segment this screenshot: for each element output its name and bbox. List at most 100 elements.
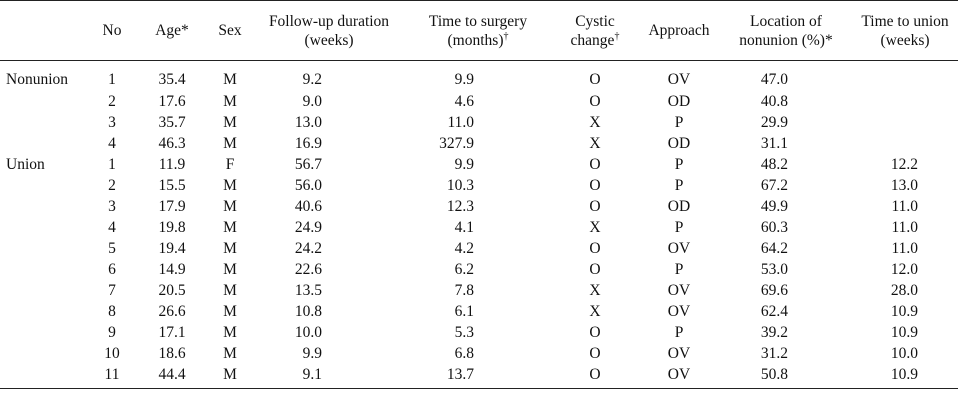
cell-group: Nonunion: [6, 70, 68, 88]
cell-group: [0, 259, 86, 280]
cell-cystic-change: O: [589, 261, 601, 278]
table-row: 4 19.8 M 24.9 4.1 X P 60.3 11.0: [0, 217, 958, 238]
cell-location: 53.0: [760, 261, 788, 278]
cell-followup: 16.9: [294, 135, 322, 152]
cell-no: 4: [108, 219, 116, 236]
cell-time-to-surgery: 7.8: [454, 282, 474, 299]
cell-followup: 56.7: [294, 156, 322, 173]
cell-cystic-change: X: [589, 135, 601, 152]
cell-approach: OD: [667, 198, 691, 215]
cell-time-to-union: 28.0: [890, 282, 918, 299]
cell-sex: M: [223, 198, 237, 215]
cell-no: 2: [108, 177, 116, 194]
cell-age: 44.4: [138, 364, 206, 389]
cell-time-to-union: [852, 61, 958, 92]
cell-cystic-change: O: [589, 345, 601, 362]
cell-followup: 22.6: [294, 261, 322, 278]
cell-approach: OD: [667, 93, 691, 110]
cell-approach: OV: [667, 303, 691, 320]
table-body: Nonunion 1 35.4 M 9.2 9.9 O OV 47.0 2 17.6 M 9.0 4.6 O…: [0, 61, 958, 389]
cell-sex: M: [223, 219, 237, 236]
cell-group: [0, 280, 86, 301]
cell-age: 35.7: [158, 114, 186, 131]
cell-no: 4: [108, 135, 116, 152]
patient-table: No Age* Sex Follow-up duration (weeks) T…: [0, 0, 958, 389]
header-sex: Sex: [206, 0, 254, 61]
table-row: 3 17.9 M 40.6 12.3 O OD 49.9 11.0: [0, 196, 958, 217]
cell-group: [0, 91, 86, 112]
cell-age: 11.9: [158, 156, 186, 173]
table-row: 10 18.6 M 9.9 6.8 O OV 31.2 10.0: [0, 343, 958, 364]
cell-cystic-change: O: [589, 324, 601, 341]
cell-location: 60.3: [760, 219, 788, 236]
cell-no: 6: [108, 261, 116, 278]
header-time-to-union-label: Time to union (weeks): [861, 12, 949, 49]
cell-cystic-change: O: [589, 156, 601, 173]
cell-followup: 24.9: [294, 219, 322, 236]
header-time-to-surgery-label: Time to surgery (months): [428, 12, 528, 49]
table-row: 9 17.1 M 10.0 5.3 O P 39.2 10.9: [0, 322, 958, 343]
cell-age: 19.8: [158, 219, 186, 236]
table-row: 3 35.7 M 13.0 11.0 X P 29.9: [0, 112, 958, 133]
cell-sex: M: [223, 177, 237, 194]
cell-location: 29.9: [760, 114, 788, 131]
header-location: Location of nonunion (%)*: [720, 0, 852, 61]
cell-group: Union: [6, 156, 45, 173]
table-row: 11 44.4 M 9.1 13.7 O OV 50.8 10.9: [0, 364, 958, 389]
cell-sex: M: [223, 261, 237, 278]
cell-approach: OV: [667, 70, 691, 88]
header-cystic-change: Cystic change†: [552, 0, 638, 61]
cell-group: [0, 301, 86, 322]
cell-age: 15.5: [158, 177, 186, 194]
header-no: No: [86, 0, 138, 61]
cell-location: 50.8: [720, 364, 852, 389]
cell-followup: 10.8: [294, 303, 322, 320]
cell-approach: P: [674, 219, 684, 236]
cell-time-to-union: 11.0: [891, 219, 918, 236]
cell-time-to-surgery: 12.3: [446, 198, 474, 215]
cell-sex: M: [223, 282, 237, 299]
table-row: 2 15.5 M 56.0 10.3 O P 67.2 13.0: [0, 175, 958, 196]
header-time-to-union: Time to union (weeks): [852, 0, 958, 61]
cell-sex: M: [223, 114, 237, 131]
cell-sex: M: [223, 303, 237, 320]
cell-no: 3: [108, 114, 116, 131]
cell-time-to-union: [852, 91, 958, 112]
cell-location: 69.6: [760, 282, 788, 299]
cell-no: 5: [108, 240, 116, 257]
cell-age: 17.6: [158, 93, 186, 110]
cell-no: 11: [86, 364, 138, 389]
cell-followup: 24.2: [294, 240, 322, 257]
table-row: 6 14.9 M 22.6 6.2 O P 53.0 12.0: [0, 259, 958, 280]
cell-no: 10: [104, 345, 120, 362]
cell-followup: 9.1: [254, 364, 404, 389]
cell-approach: P: [674, 324, 684, 341]
cell-sex: M: [223, 345, 237, 362]
cell-time-to-union: [852, 112, 958, 133]
header-approach: Approach: [638, 0, 720, 61]
cell-followup: 56.0: [294, 177, 322, 194]
cell-group: [0, 196, 86, 217]
cell-age: 46.3: [158, 135, 186, 152]
cell-followup: 9.0: [302, 93, 322, 110]
table-row: Nonunion 1 35.4 M 9.2 9.9 O OV 47.0: [0, 61, 958, 92]
cell-time-to-union: 10.9: [890, 324, 918, 341]
header-group: [0, 0, 86, 61]
cell-age: 26.6: [158, 303, 186, 320]
cell-approach: P: [674, 114, 684, 131]
table-row: Union 1 11.9 F 56.7 9.9 O P 48.2 12.2: [0, 154, 958, 175]
cell-no: 2: [108, 93, 116, 110]
cell-approach: OV: [667, 282, 691, 299]
cell-time-to-surgery: 327.9: [439, 135, 474, 152]
cell-approach: OV: [638, 364, 720, 389]
cell-time-to-union: 12.2: [890, 156, 918, 173]
cell-group: [0, 133, 86, 154]
cell-time-to-union: 10.9: [852, 364, 958, 389]
cell-approach: OV: [667, 240, 691, 257]
cell-group: [0, 322, 86, 343]
header-cystic-label: Cystic change: [570, 12, 615, 49]
cell-cystic-change: O: [552, 364, 638, 389]
cell-time-to-union: 12.0: [890, 261, 918, 278]
cell-group: [0, 364, 86, 389]
cell-followup: 10.0: [294, 324, 322, 341]
